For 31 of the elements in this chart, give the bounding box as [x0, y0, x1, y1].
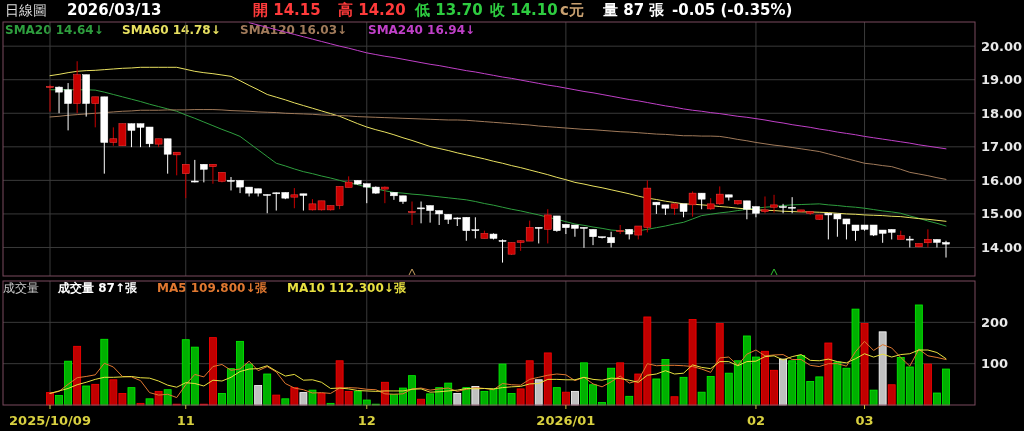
y-tick-label: 15.00: [981, 206, 1023, 222]
text: MA5 109.800↓張: [157, 281, 269, 295]
text: SMA60 14.78↓: [122, 23, 221, 37]
text: 高 14.20: [338, 1, 406, 19]
y-tick-label: 20.00: [981, 38, 1023, 54]
chart-title: 成交量: [3, 281, 39, 295]
y-tick-label: 17.00: [981, 139, 1023, 155]
y-tick-label: 16.00: [981, 172, 1023, 188]
y-tick-label: 100: [981, 356, 1009, 372]
text: MA10 112.300↓張: [287, 281, 407, 295]
x-tick-label: 2025/10/09: [9, 413, 91, 428]
text: -0.05 (-0.35%): [672, 1, 793, 19]
text: c元: [560, 1, 584, 19]
x-tick-label: 12: [357, 413, 376, 428]
text: 低 13.70: [414, 1, 483, 19]
chart-title: 日線圖: [5, 2, 47, 18]
y-tick-label: 19.00: [981, 72, 1023, 88]
y-tick-label: 200: [981, 314, 1009, 330]
text: SMA20 14.64↓: [5, 23, 104, 37]
x-tick-label: 03: [855, 413, 874, 428]
text: 開 14.15: [253, 1, 321, 19]
chart-subtitle: 2026/03/13: [67, 1, 162, 19]
series-label: SMA240 16.94↓: [368, 23, 476, 37]
text: 收 14.10: [490, 1, 558, 19]
y-tick-label: 14.00: [981, 240, 1023, 256]
annotation: 成交量 87↑張: [57, 281, 138, 295]
x-tick-label: 11: [176, 413, 195, 428]
x-tick-label: 02: [746, 413, 765, 428]
text: 量 87 張: [602, 1, 666, 19]
y-tick-label: 18.00: [981, 105, 1023, 121]
x-tick-label: 2026/01: [536, 413, 596, 428]
